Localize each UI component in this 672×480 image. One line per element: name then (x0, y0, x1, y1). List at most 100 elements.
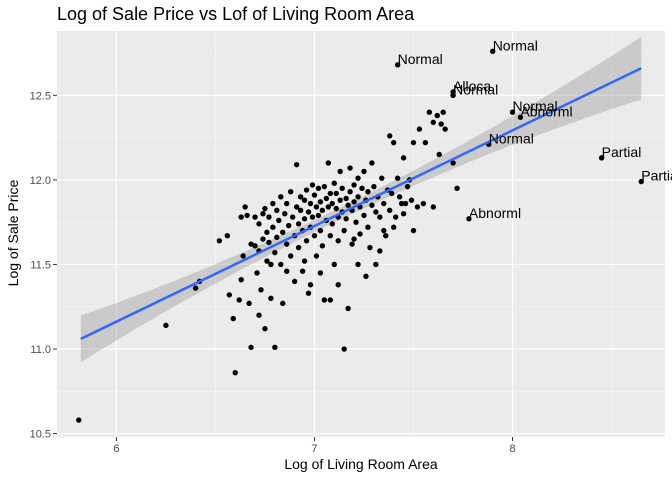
data-point (268, 295, 274, 301)
data-point (341, 346, 347, 352)
data-point (331, 180, 337, 186)
y-axis-title: Log of Sale Price (5, 179, 21, 286)
data-point (345, 202, 351, 208)
data-point (262, 205, 268, 212)
data-point (442, 126, 448, 132)
data-point (347, 189, 353, 195)
x-tick-label: 6 (113, 443, 119, 455)
y-tick-label: 12.0 (30, 175, 51, 187)
data-point (327, 232, 334, 239)
data-point (252, 214, 258, 220)
data-point (317, 199, 324, 205)
data-point (598, 155, 605, 161)
data-point (260, 211, 266, 217)
data-point (355, 175, 361, 181)
chart-title: Log of Sale Price vs Lof of Living Room … (57, 4, 415, 24)
data-point (303, 238, 310, 244)
data-point (490, 48, 496, 54)
data-point (408, 197, 415, 203)
data-point (387, 207, 393, 214)
data-point (410, 139, 417, 146)
data-point (264, 258, 270, 264)
regression-line-layer (80, 67, 642, 341)
data-point (311, 232, 318, 239)
data-point (394, 175, 401, 181)
data-point (365, 224, 371, 230)
data-point (367, 244, 373, 251)
data-point (309, 214, 316, 220)
data-point (278, 194, 284, 200)
data-point (454, 185, 460, 192)
data-point (450, 92, 456, 98)
data-point (252, 243, 258, 249)
data-point (305, 290, 312, 296)
data-point (274, 207, 280, 214)
data-point (414, 204, 421, 210)
data-point (280, 229, 286, 236)
data-point (363, 273, 369, 279)
data-point (325, 160, 332, 166)
data-point (351, 182, 357, 188)
y-axis-ticks: 10.5 11.0 11.5 12.0 12.5 (30, 90, 57, 441)
data-point (315, 212, 322, 219)
data-point (307, 282, 314, 288)
data-point (381, 200, 387, 207)
data-point (256, 221, 262, 227)
data-point (434, 112, 440, 119)
data-point (321, 297, 328, 303)
data-point (270, 200, 276, 207)
data-point (297, 207, 304, 214)
data-point (377, 248, 383, 254)
data-point (276, 217, 282, 224)
point-label: Alloca (453, 78, 491, 94)
data-point (272, 344, 278, 351)
data-point (319, 207, 326, 214)
data-point (355, 194, 361, 200)
data-point (254, 270, 260, 276)
data-point (264, 229, 270, 236)
data-point (335, 282, 341, 288)
data-point (426, 109, 433, 115)
data-point (400, 155, 407, 161)
data-point (347, 165, 353, 171)
data-point (315, 185, 322, 192)
data-point (272, 249, 278, 256)
data-point (216, 238, 223, 244)
data-point (329, 221, 335, 227)
data-point (284, 241, 290, 247)
x-tick-label: 7 (311, 443, 317, 455)
data-point (466, 216, 472, 222)
data-point (282, 211, 288, 217)
data-point (295, 244, 302, 251)
data-point (390, 224, 397, 230)
data-point (396, 194, 403, 200)
data-point (337, 168, 343, 175)
data-point (224, 232, 231, 239)
data-point (329, 200, 335, 207)
data-point (246, 300, 252, 307)
x-axis-title: Log of Living Room Area (284, 456, 438, 472)
data-point (388, 190, 395, 197)
data-point (387, 133, 393, 139)
data-point (355, 261, 361, 268)
point-label: Partial (602, 144, 642, 160)
data-point (291, 278, 298, 285)
data-point (383, 232, 389, 239)
data-point (287, 189, 294, 195)
data-point (357, 231, 363, 237)
data-point (337, 197, 343, 203)
data-point (438, 121, 444, 127)
point-label: Abnorml (469, 205, 521, 221)
data-point (341, 227, 347, 234)
data-point (430, 204, 436, 210)
data-point (335, 238, 341, 244)
data-point (351, 236, 357, 242)
data-point (301, 258, 308, 264)
data-point (638, 178, 644, 185)
data-point (373, 209, 379, 215)
data-point (327, 190, 334, 197)
data-point (333, 205, 339, 212)
data-point (256, 312, 262, 318)
data-point (284, 268, 290, 274)
data-point (440, 109, 446, 115)
